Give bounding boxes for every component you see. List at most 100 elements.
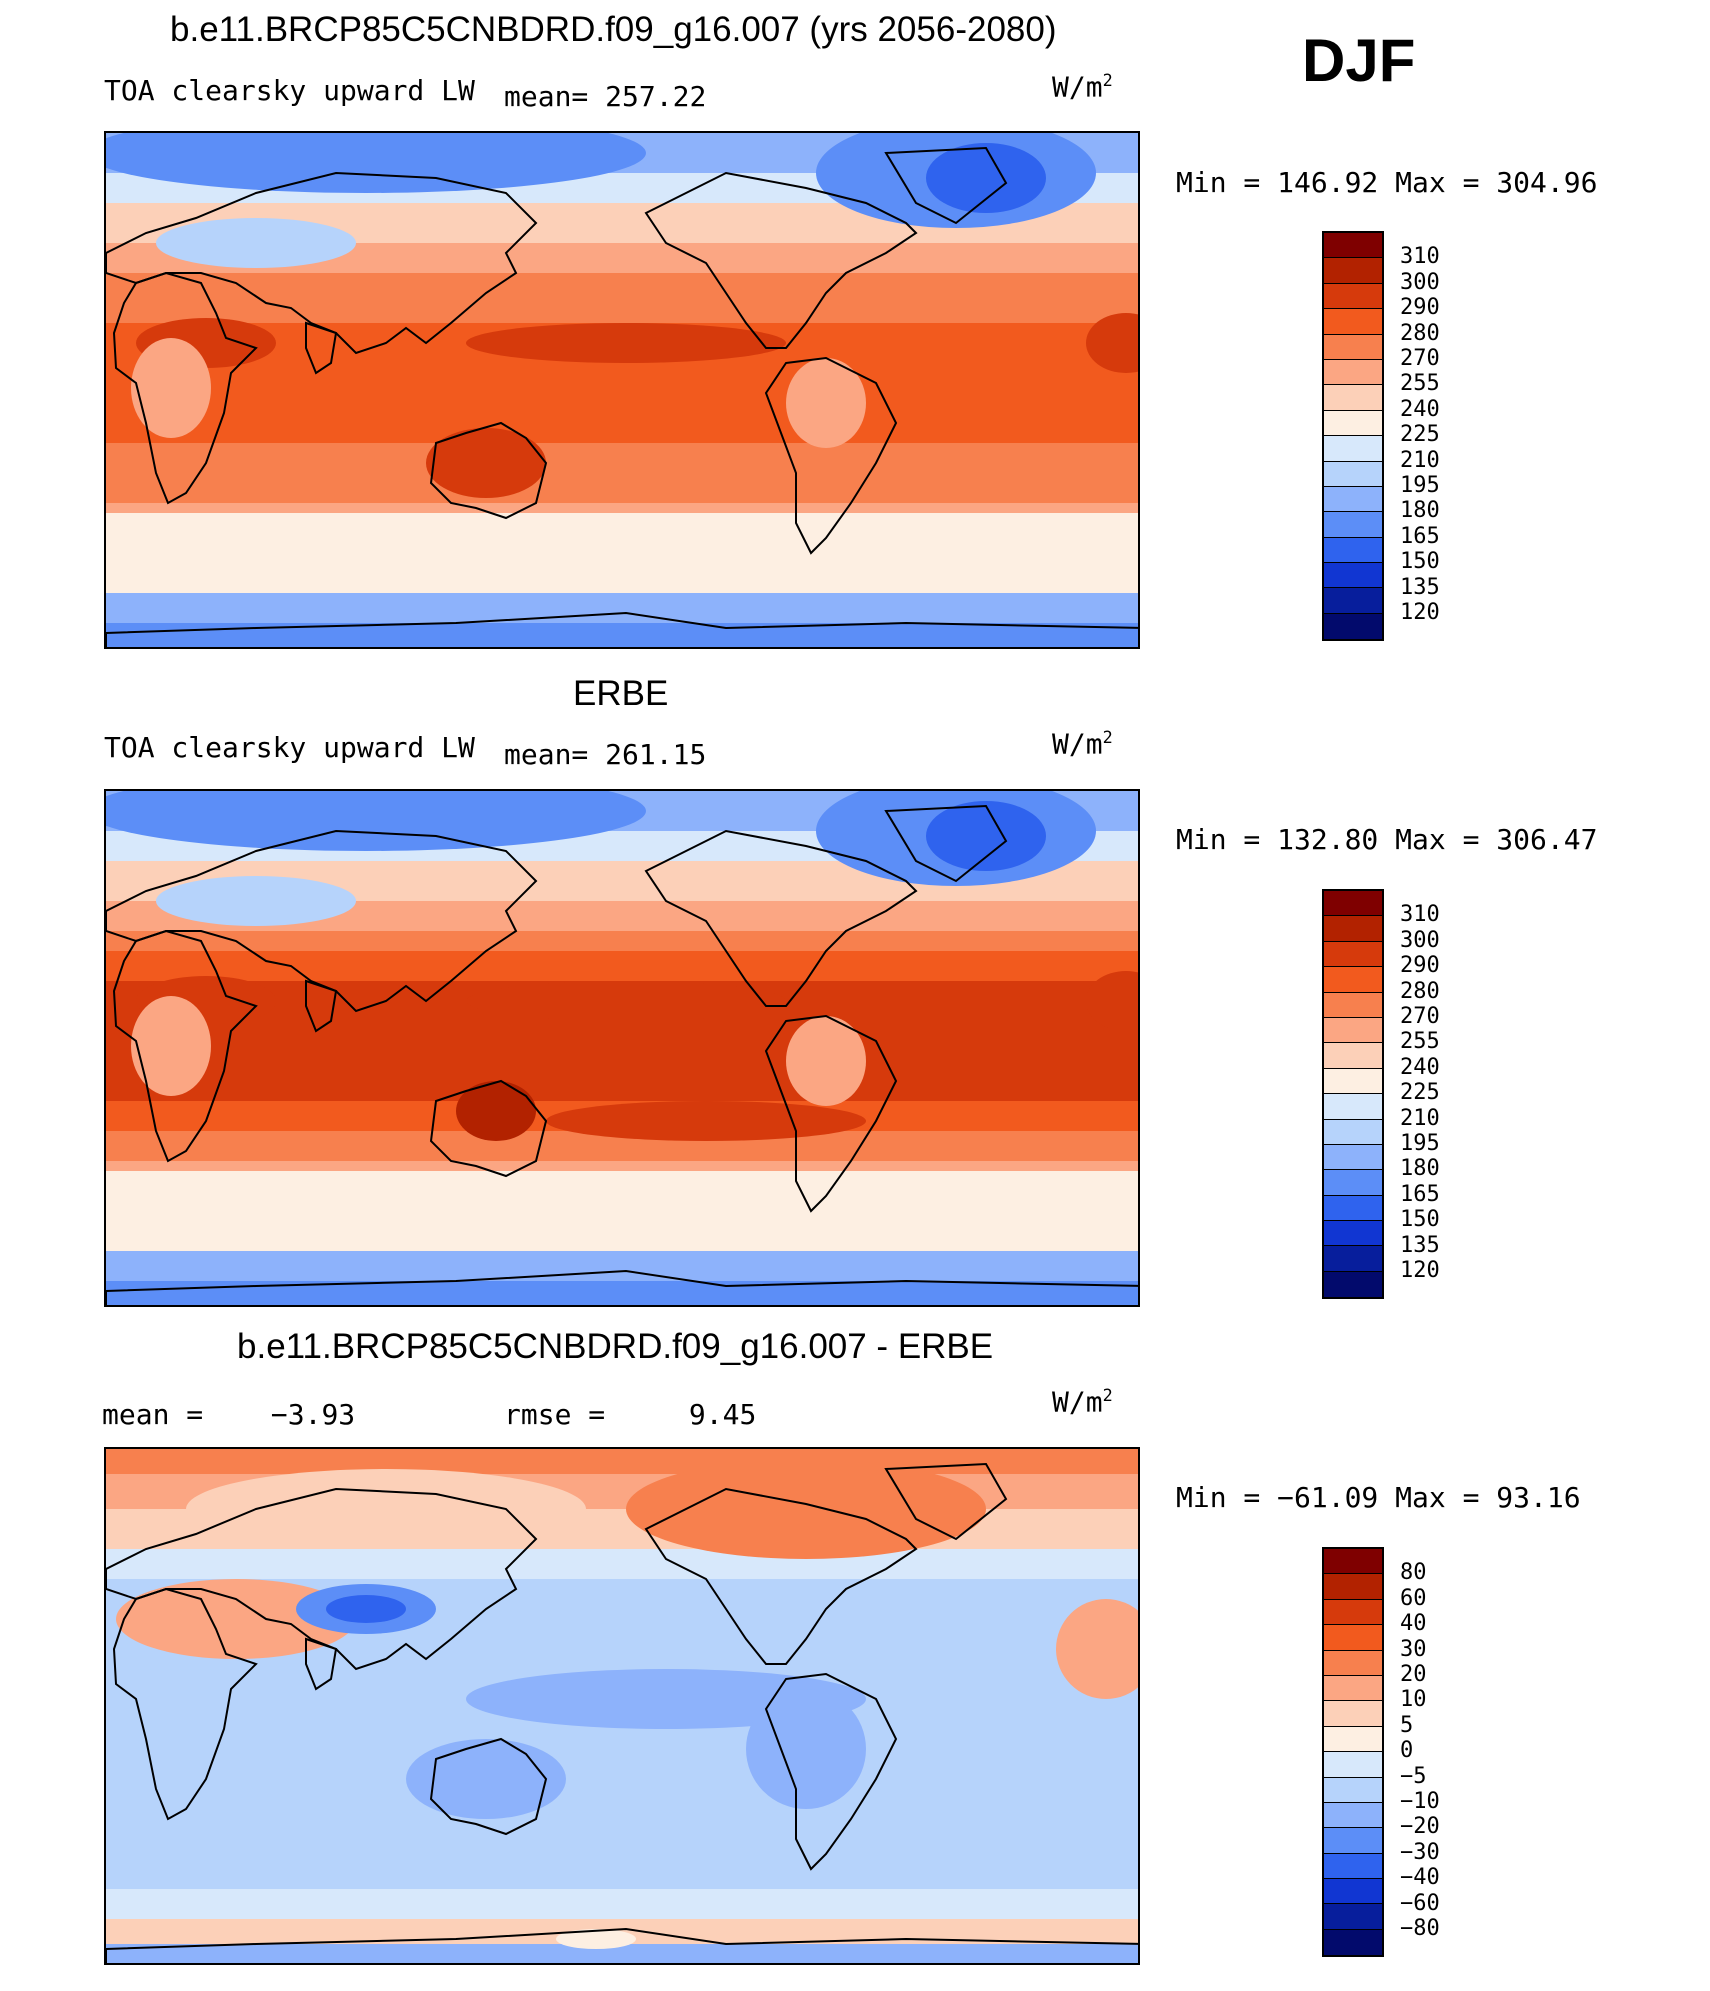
panel1-colorbar-swatch xyxy=(1324,233,1382,259)
panel3-colorbar-label: 10 xyxy=(1400,1687,1427,1713)
panel1-title: b.e11.BRCP85C5CNBDRD.f09_g16.007 (yrs 20… xyxy=(170,10,1057,49)
panel2-colorbar-swatch xyxy=(1324,992,1382,1018)
panel2-colorbar-label: 195 xyxy=(1400,1131,1440,1156)
panel2-colorbar-label: 165 xyxy=(1400,1181,1440,1207)
panel1-colorbar-label: 180 xyxy=(1400,498,1440,524)
panel1-units-exp: 2 xyxy=(1102,70,1113,90)
panel2-colorbar-label: 240 xyxy=(1400,1054,1440,1080)
panel1-mean: mean= 257.22 xyxy=(504,80,706,113)
panel1-colorbar-label: 195 xyxy=(1400,473,1440,498)
panel1-colorbar-swatch xyxy=(1324,309,1382,335)
panel3-colorbar-swatch xyxy=(1324,1549,1382,1575)
panel3-colorbar-swatch xyxy=(1324,1879,1382,1905)
panel1-units: W/m2 xyxy=(1052,70,1113,103)
panel1-colorbar-label: 210 xyxy=(1400,447,1440,473)
panel2-colorbar-swatch xyxy=(1324,1195,1382,1222)
panel3-colorbar-swatch xyxy=(1324,1929,1382,1956)
panel1-colorbar-swatch xyxy=(1324,537,1382,564)
panel2-variable-label: TOA clearsky upward LW xyxy=(104,731,475,764)
panel3-colorbar-label: −20 xyxy=(1400,1814,1440,1840)
panel3-units-main: W/m xyxy=(1052,1385,1103,1419)
panel1-colorbar-label: 310 xyxy=(1400,244,1440,270)
panel1-colorbar-swatch xyxy=(1324,258,1382,284)
panel2-minmax: Min = 132.80 Max = 306.47 xyxy=(1176,823,1598,856)
panel3-colorbar-swatch xyxy=(1324,1828,1382,1854)
panel2-colorbar-label: 290 xyxy=(1400,953,1440,979)
panel1-colorbar-swatch xyxy=(1324,563,1382,589)
panel2-colorbar-swatch xyxy=(1324,1043,1382,1069)
panel2-units: W/m2 xyxy=(1052,727,1113,760)
panel3-colorbar-swatch xyxy=(1324,1726,1382,1753)
panel1-colorbar-swatch xyxy=(1324,512,1382,538)
panel1-minmax: Min = 146.92 Max = 304.96 xyxy=(1176,166,1598,199)
panel2-colorbar-label: 310 xyxy=(1400,902,1440,928)
panel1-mean-value: 257.22 xyxy=(605,80,707,113)
panel1-map xyxy=(104,131,1140,649)
panel1-colorbar-label: 150 xyxy=(1400,549,1440,575)
panel1-colorbar-label: 255 xyxy=(1400,371,1440,397)
panel2-colorbar-swatch xyxy=(1324,1119,1382,1145)
panel1-colorbar-swatch xyxy=(1324,359,1382,386)
panel2-mean: mean= 261.15 xyxy=(504,738,706,771)
panel2-units-main: W/m xyxy=(1052,727,1103,761)
panel1-colorbar-swatch xyxy=(1324,461,1382,487)
panel3-title: b.e11.BRCP85C5CNBDRD.f09_g16.007 - ERBE xyxy=(237,1327,994,1366)
panel1-mean-label: mean= xyxy=(504,80,589,113)
panel3-colorbar-swatch xyxy=(1324,1625,1382,1651)
panel3-units: W/m2 xyxy=(1052,1385,1113,1418)
panel3-colorbar-swatch xyxy=(1324,1777,1382,1803)
panel2-colorbar-swatch xyxy=(1324,1144,1382,1171)
panel2-colorbar-swatch xyxy=(1324,891,1382,917)
panel2-colorbar-swatch xyxy=(1324,1221,1382,1247)
panel3-colorbar-label: −30 xyxy=(1400,1839,1440,1865)
panel3-colorbar-label: 60 xyxy=(1400,1585,1427,1611)
panel1-colorbar-label: 240 xyxy=(1400,396,1440,422)
panel3-colorbar-label: 30 xyxy=(1400,1636,1427,1662)
panel3-colorbar-label: 20 xyxy=(1400,1662,1427,1687)
panel3-colorbar-label: −60 xyxy=(1400,1890,1440,1916)
panel3-colorbar-swatch xyxy=(1324,1752,1382,1778)
panel2-colorbar-label: 280 xyxy=(1400,978,1440,1004)
panel3-colorbar-label: 40 xyxy=(1400,1611,1427,1637)
panel3-mean: mean = −3.93 xyxy=(102,1398,355,1431)
panel3-minmax: Min = −61.09 Max = 93.16 xyxy=(1176,1481,1581,1514)
panel1-variable-label: TOA clearsky upward LW xyxy=(104,74,475,107)
panel2-colorbar-swatch xyxy=(1324,1170,1382,1196)
panel1-colorbar-swatch xyxy=(1324,410,1382,437)
panel3-mean-label: mean = xyxy=(102,1398,204,1431)
panel3-colorbar-swatch xyxy=(1324,1701,1382,1727)
panel1-colorbar-label: 120 xyxy=(1400,600,1440,625)
panel3-rmse-value: 9.45 xyxy=(688,1398,757,1431)
panel3-colorbar-swatch xyxy=(1324,1574,1382,1600)
panel3-colorbar-label: −80 xyxy=(1400,1916,1440,1941)
season-label: DJF xyxy=(1302,27,1416,94)
panel3-colorbar-label: −5 xyxy=(1400,1763,1427,1789)
panel2-colorbar-label: 120 xyxy=(1400,1258,1440,1283)
panel2-colorbar-swatch xyxy=(1324,1094,1382,1120)
panel2-mean-label: mean= xyxy=(504,738,589,771)
panel3-colorbar-label: 5 xyxy=(1400,1712,1414,1738)
panel2-map xyxy=(104,789,1140,1307)
panel2-colorbar-label: 255 xyxy=(1400,1029,1440,1055)
panel3-rmse-label: rmse = xyxy=(504,1398,606,1431)
panel2-colorbar-label: 135 xyxy=(1400,1232,1440,1258)
panel1-colorbar-swatch xyxy=(1324,613,1382,640)
panel2-colorbar-swatch xyxy=(1324,1017,1382,1044)
panel2-colorbar-swatch xyxy=(1324,1068,1382,1095)
panel1-colorbar-swatch xyxy=(1324,385,1382,411)
panel1-colorbar-label: 280 xyxy=(1400,320,1440,346)
panel1-colorbar xyxy=(1322,231,1384,642)
panel1-colorbar-swatch xyxy=(1324,283,1382,310)
panel3-colorbar xyxy=(1322,1547,1384,1958)
panel2-colorbar xyxy=(1322,889,1384,1300)
panel2-units-exp: 2 xyxy=(1102,727,1113,747)
panel3-colorbar-label: −40 xyxy=(1400,1865,1440,1891)
panel2-colorbar-label: 270 xyxy=(1400,1004,1440,1029)
panel3-colorbar-swatch xyxy=(1324,1904,1382,1930)
panel3-colorbar-swatch xyxy=(1324,1675,1382,1702)
panel2-colorbar-swatch xyxy=(1324,916,1382,942)
panel2-colorbar-swatch xyxy=(1324,1271,1382,1298)
panel2-colorbar-label: 150 xyxy=(1400,1207,1440,1233)
panel1-colorbar-swatch xyxy=(1324,436,1382,462)
panel3-colorbar-swatch xyxy=(1324,1650,1382,1676)
